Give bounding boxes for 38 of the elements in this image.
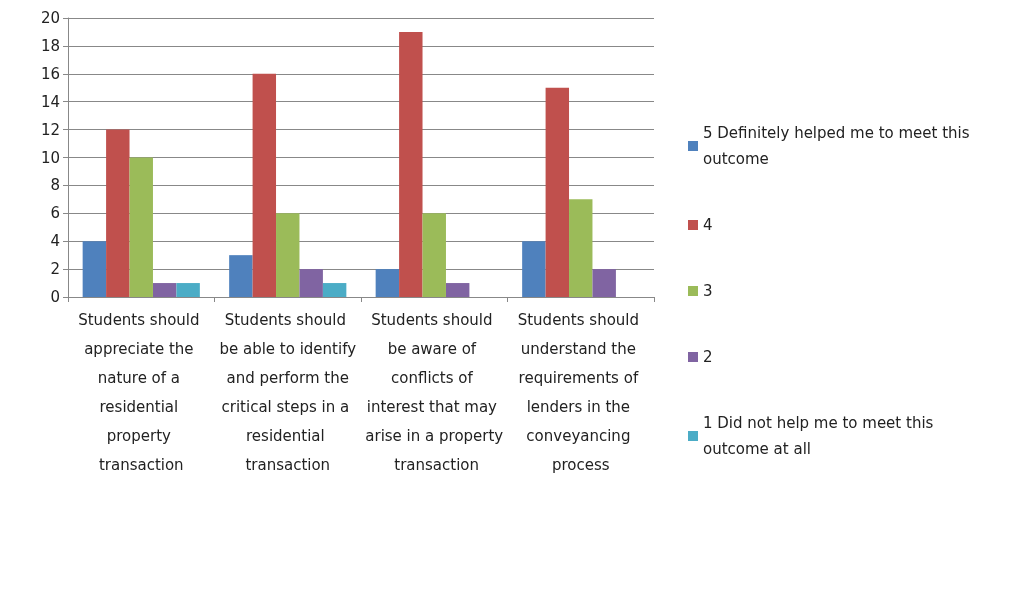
x-tick-label: Students should be able to identify and perform the critical steps in a residential transaction bbox=[219, 310, 357, 474]
y-tick-label: 4 bbox=[50, 232, 60, 251]
y-tick-label: 18 bbox=[40, 36, 60, 55]
legend-label: 5 Definitely helped me to meet this outcome bbox=[703, 124, 975, 168]
bar bbox=[422, 213, 446, 297]
bar bbox=[299, 269, 323, 297]
y-tick-label: 6 bbox=[50, 204, 60, 223]
y-tick-label: 14 bbox=[40, 92, 60, 111]
y-tick-label: 16 bbox=[40, 64, 60, 83]
bar bbox=[569, 199, 593, 297]
legend-label: 1 Did not help me to meet this outcome at all bbox=[703, 414, 939, 458]
x-tick-label: Students should understand the requirements of lenders in the conveyancing process bbox=[517, 310, 644, 474]
legend-label: 2 bbox=[703, 348, 713, 366]
bar bbox=[375, 269, 400, 297]
legend-label: 4 bbox=[703, 216, 713, 234]
bar bbox=[522, 241, 546, 297]
x-tick-label: Students should be aware of conflicts of interest that may arise in a property transaction bbox=[365, 310, 504, 474]
bar bbox=[229, 255, 253, 297]
legend-label: 3 bbox=[703, 282, 713, 300]
bar bbox=[545, 87, 570, 297]
y-tick-label: 12 bbox=[40, 120, 60, 139]
y-tick-label: 8 bbox=[50, 176, 60, 195]
x-tick-label: Students should appreciate the nature of a residential property transaction bbox=[78, 310, 205, 474]
bar bbox=[106, 129, 130, 297]
bar bbox=[176, 283, 200, 297]
bar bbox=[445, 283, 470, 297]
bar bbox=[82, 241, 107, 297]
bar bbox=[322, 283, 347, 297]
bar bbox=[129, 157, 153, 297]
bar bbox=[152, 283, 177, 297]
y-tick-label: 10 bbox=[40, 148, 60, 167]
y-tick-label: 0 bbox=[50, 288, 60, 306]
bar bbox=[252, 73, 277, 297]
bar bbox=[592, 269, 616, 297]
bar bbox=[399, 31, 423, 297]
bar bbox=[276, 213, 300, 297]
y-tick-label: 2 bbox=[50, 260, 60, 279]
y-tick-label: 20 bbox=[40, 9, 60, 27]
